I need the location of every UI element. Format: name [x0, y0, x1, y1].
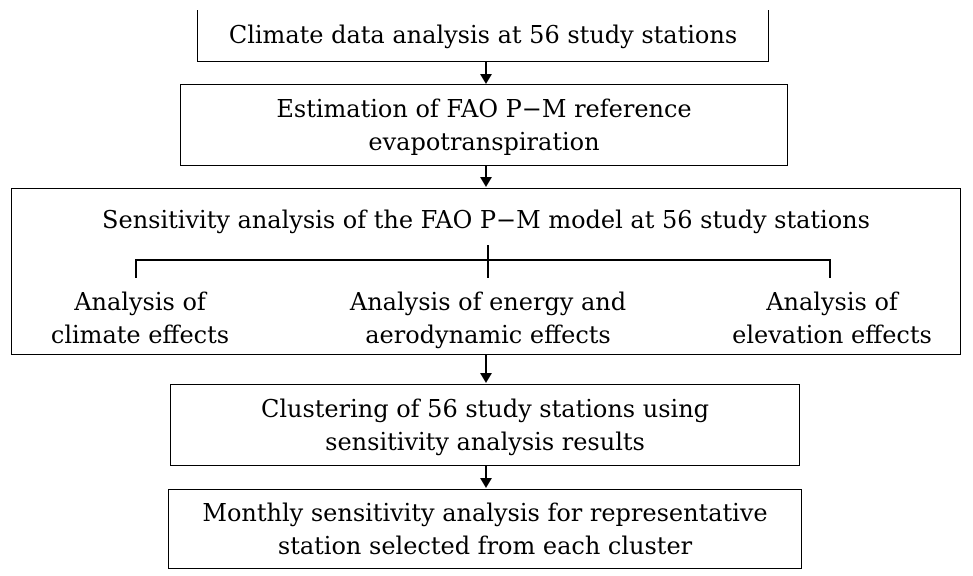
climate-effects-line2: climate effects	[50, 321, 230, 349]
climate-data-analysis-box	[197, 10, 769, 62]
reference-et-estimation-box	[180, 84, 788, 166]
reference-et-estimation-line2: evapotranspiration	[368, 128, 600, 156]
reference-et-estimation-line1: Estimation of FAO P−M reference	[276, 95, 692, 123]
monthly-sensitivity-line1: Monthly sensitivity analysis for represe…	[202, 499, 768, 527]
arrow-1-head	[480, 74, 492, 84]
arrow-1-shaft	[485, 62, 487, 76]
arrow-4-shaft	[485, 466, 487, 480]
climate-effects-line1: Analysis of	[74, 288, 206, 316]
branch-connector-horizontal	[135, 259, 830, 261]
arrow-3-head	[480, 373, 492, 383]
elevation-effects-line1: Analysis of	[766, 288, 898, 316]
arrow-4-head	[480, 478, 492, 488]
arrow-3-shaft	[485, 355, 487, 375]
clustering-box	[170, 384, 800, 466]
branch-connector-right	[829, 259, 831, 278]
monthly-sensitivity-box	[168, 489, 802, 569]
arrow-2-head	[480, 177, 492, 187]
climate-data-analysis-label: Climate data analysis at 56 study statio…	[228, 21, 738, 49]
branch-connector-center	[487, 245, 489, 278]
energy-aerodynamic-effects-line1: Analysis of energy and	[349, 288, 627, 316]
branch-connector-left	[135, 259, 137, 278]
sensitivity-analysis-box	[11, 188, 961, 355]
clustering-line1: Clustering of 56 study stations using	[260, 395, 710, 423]
elevation-effects-line2: elevation effects	[732, 321, 932, 349]
sensitivity-analysis-title: Sensitivity analysis of the FAO P−M mode…	[102, 206, 870, 234]
monthly-sensitivity-line2: station selected from each cluster	[277, 532, 693, 560]
energy-aerodynamic-effects-line2: aerodynamic effects	[365, 321, 611, 349]
arrow-2-shaft	[485, 166, 487, 179]
clustering-line2: sensitivity analysis results	[325, 428, 645, 456]
